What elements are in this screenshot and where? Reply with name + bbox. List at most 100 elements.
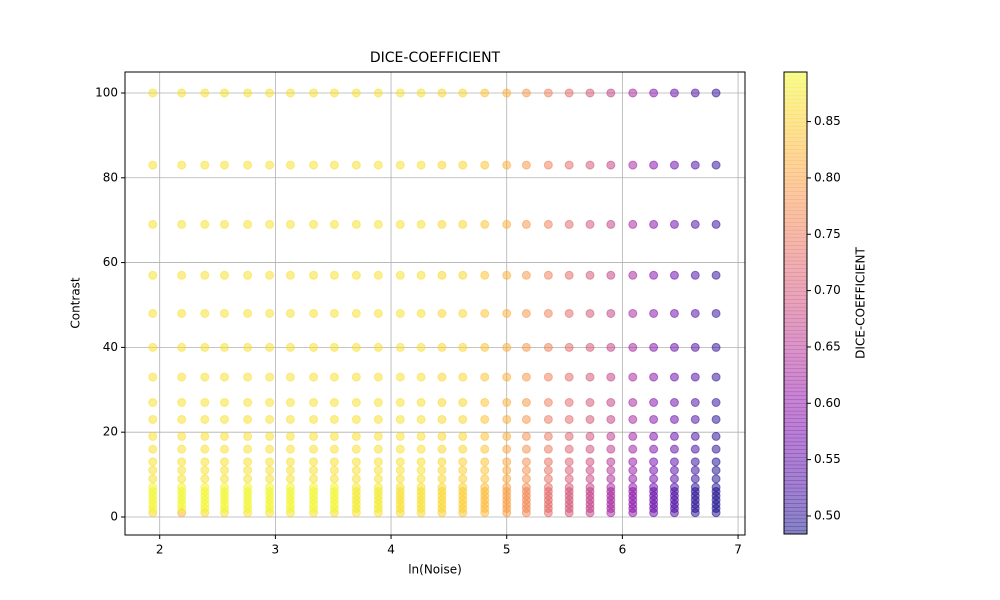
point xyxy=(309,270,319,280)
point xyxy=(148,342,158,352)
point xyxy=(521,308,531,318)
point xyxy=(564,457,574,467)
colorbar-slice xyxy=(784,252,807,258)
point xyxy=(148,88,158,98)
point xyxy=(543,465,553,475)
point xyxy=(690,414,700,424)
point xyxy=(543,308,553,318)
point xyxy=(543,457,553,467)
point xyxy=(285,308,295,318)
point xyxy=(177,219,187,229)
point xyxy=(373,270,383,280)
point xyxy=(285,219,295,229)
point xyxy=(177,465,187,475)
point xyxy=(148,457,158,467)
point xyxy=(711,398,721,408)
point xyxy=(480,414,490,424)
x-tick-label: 7 xyxy=(734,543,742,557)
x-tick-label: 3 xyxy=(272,543,280,557)
point xyxy=(458,444,468,454)
point xyxy=(329,160,339,170)
point xyxy=(437,270,447,280)
point xyxy=(265,465,275,475)
colorbar-slice xyxy=(784,503,807,508)
point xyxy=(351,457,361,467)
point xyxy=(243,270,253,280)
point xyxy=(416,308,426,318)
point xyxy=(329,219,339,229)
colorbar-slice xyxy=(784,522,807,527)
point xyxy=(200,308,210,318)
point xyxy=(309,160,319,170)
colorbar-slice xyxy=(784,437,807,443)
colorbar-slice xyxy=(784,183,807,188)
y-tick-label: 20 xyxy=(103,425,118,439)
point xyxy=(309,308,319,318)
colorbar-slice xyxy=(784,95,807,100)
point xyxy=(543,372,553,382)
point xyxy=(148,219,158,229)
colorbar-slice xyxy=(784,476,807,481)
point xyxy=(628,88,638,98)
point xyxy=(200,219,210,229)
colorbar-tick-label: 0.70 xyxy=(814,283,841,297)
colorbar-slice xyxy=(784,110,807,115)
point xyxy=(521,414,531,424)
point xyxy=(416,342,426,352)
point xyxy=(243,474,253,484)
colorbar-slice xyxy=(784,279,807,285)
point xyxy=(502,372,512,382)
point xyxy=(373,465,383,475)
point xyxy=(502,342,512,352)
point xyxy=(373,88,383,98)
colorbar-slice xyxy=(784,380,807,385)
point xyxy=(395,482,405,492)
colorbar-slice xyxy=(784,114,807,119)
point xyxy=(521,88,531,98)
point xyxy=(606,88,616,98)
colorbar-slice xyxy=(784,149,807,154)
point xyxy=(649,270,659,280)
point xyxy=(200,474,210,484)
point xyxy=(564,270,574,280)
point xyxy=(243,88,253,98)
colorbar-slice xyxy=(784,179,807,185)
point xyxy=(416,457,426,467)
point xyxy=(416,398,426,408)
point xyxy=(265,342,275,352)
point xyxy=(649,414,659,424)
point xyxy=(521,431,531,441)
point xyxy=(521,457,531,467)
point xyxy=(437,482,447,492)
point xyxy=(711,414,721,424)
point xyxy=(628,465,638,475)
point xyxy=(585,457,595,467)
point xyxy=(148,308,158,318)
point xyxy=(177,160,187,170)
point xyxy=(564,465,574,475)
point xyxy=(690,474,700,484)
colorbar-slice xyxy=(784,337,807,342)
point xyxy=(690,431,700,441)
point xyxy=(437,398,447,408)
point xyxy=(480,308,490,318)
point xyxy=(309,398,319,408)
point xyxy=(177,482,187,492)
point xyxy=(148,465,158,475)
point xyxy=(243,482,253,492)
point xyxy=(200,398,210,408)
point xyxy=(628,372,638,382)
point xyxy=(502,398,512,408)
point xyxy=(177,308,187,318)
point xyxy=(243,398,253,408)
point xyxy=(669,474,679,484)
point xyxy=(480,88,490,98)
colorbar-slice xyxy=(784,410,807,416)
point xyxy=(416,444,426,454)
colorbar-tick-label: 0.60 xyxy=(814,396,841,410)
point xyxy=(437,414,447,424)
point xyxy=(628,482,638,492)
point xyxy=(329,398,339,408)
point xyxy=(564,444,574,454)
colorbar-slice xyxy=(784,356,807,362)
